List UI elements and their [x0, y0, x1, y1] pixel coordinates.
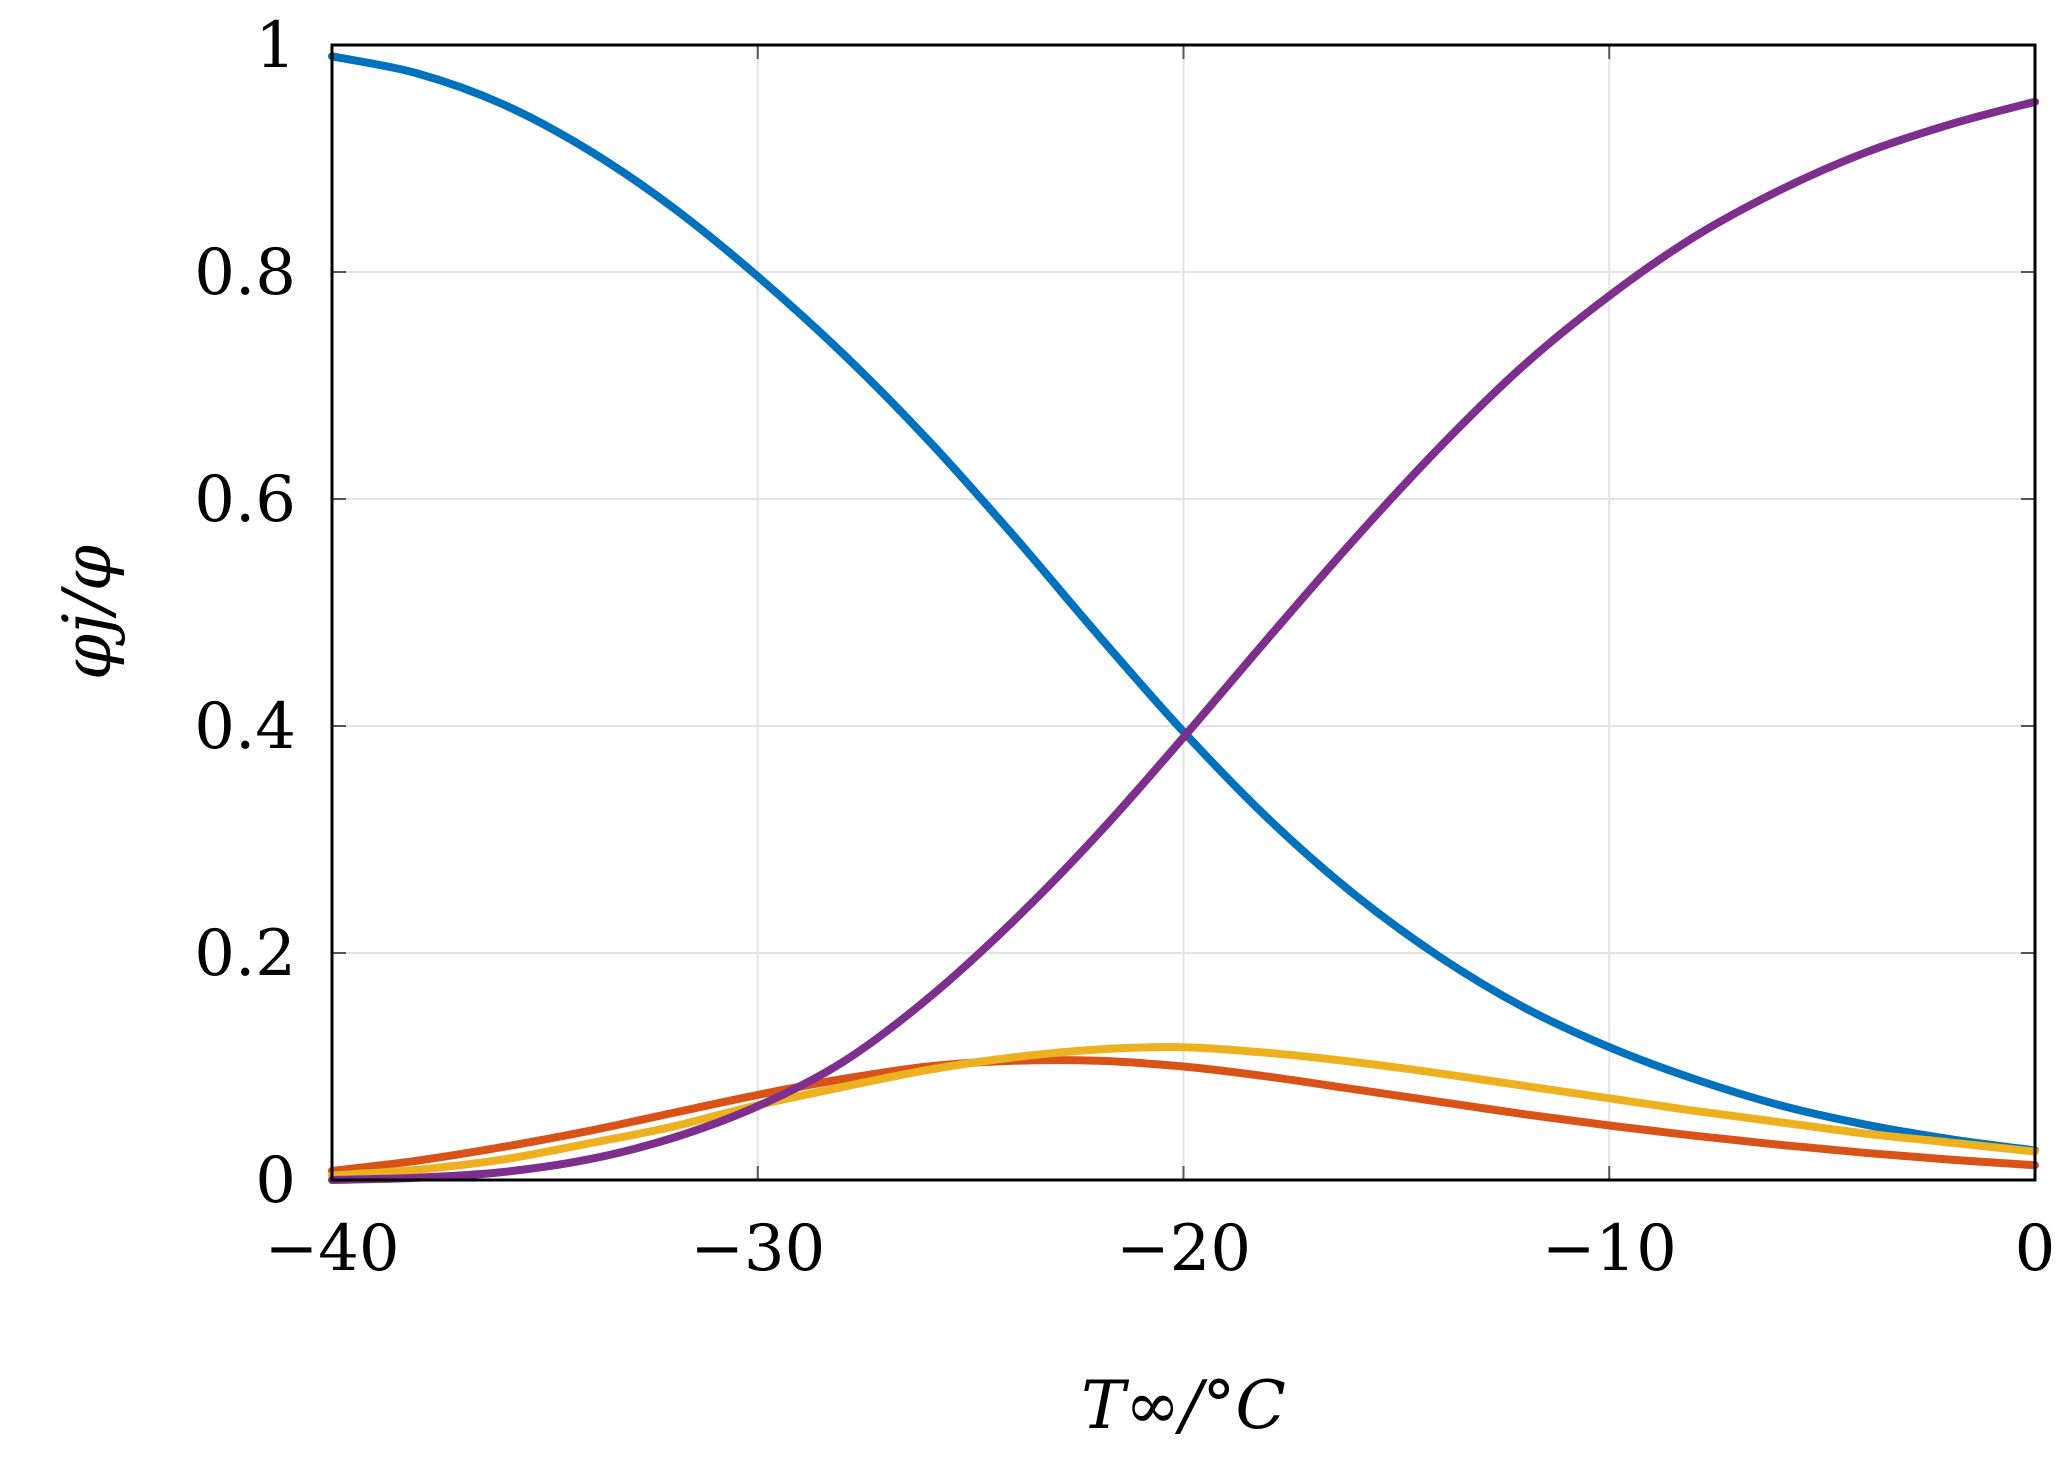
x-tick-label: −40 — [264, 1212, 399, 1286]
x-tick-label: −10 — [1542, 1212, 1677, 1286]
plot-frame — [330, 43, 2037, 1182]
y-tick-label: 0.4 — [194, 690, 296, 764]
x-tick-label: 0 — [2015, 1212, 2056, 1286]
series-line-1 — [328, 52, 2039, 1155]
tick-labels: −40 −30 −20 −10 0 0 0.2 0.4 0.6 0.8 1 — [194, 9, 2055, 1286]
y-tick-label: 0.8 — [194, 236, 296, 310]
series-line-4 — [328, 97, 2039, 1184]
y-tick-label: 0.2 — [194, 917, 296, 991]
x-tick-label: −30 — [690, 1212, 825, 1286]
x-axis-label: T∞/°C — [1081, 1367, 1286, 1444]
y-tick-label: 1 — [255, 9, 296, 83]
y-tick-label: 0 — [255, 1144, 296, 1218]
series-lines — [328, 52, 2039, 1184]
series-line-3 — [328, 1043, 2039, 1180]
y-tick-label: 0.6 — [194, 463, 296, 537]
y-axis-label: φj/φ — [49, 545, 126, 680]
x-tick-label: −20 — [1116, 1212, 1251, 1286]
series-line-2 — [328, 1056, 2039, 1175]
